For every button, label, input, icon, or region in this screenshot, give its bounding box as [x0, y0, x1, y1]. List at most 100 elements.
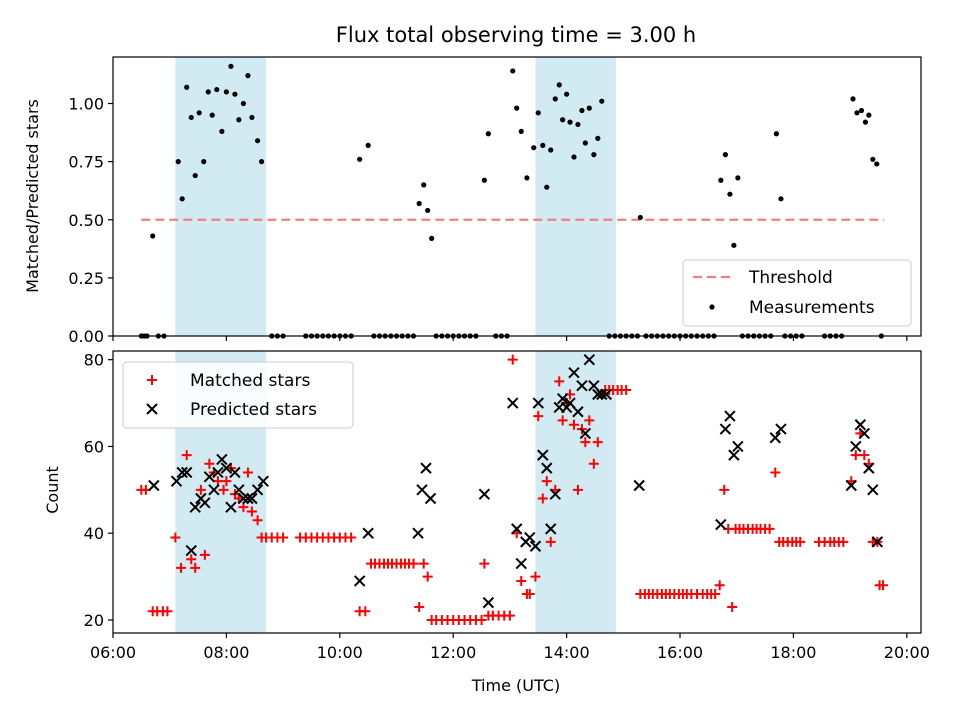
predicted-star-point	[208, 484, 220, 496]
matched-star-point	[479, 558, 490, 569]
predicted-star-point	[532, 397, 544, 409]
predicted-star-point	[233, 484, 245, 496]
predicted-star-point	[199, 497, 211, 509]
matched-star-point	[199, 549, 210, 560]
measurement-point	[548, 147, 554, 153]
top-y-tick-label: 1.00	[68, 95, 104, 114]
legend-matched-label: Matched stars	[190, 371, 310, 391]
predicted-star-point	[212, 466, 224, 479]
predicted-star-point	[600, 388, 613, 401]
predicted-star-point	[246, 492, 258, 505]
x-tick-label: 10:00	[317, 643, 363, 662]
measurement-point	[731, 242, 737, 248]
legend-predicted-swatch	[146, 403, 158, 415]
x-tick-label: 14:00	[544, 643, 590, 662]
matched-star-point	[504, 610, 515, 621]
measurement-point	[240, 100, 247, 107]
measurement-point	[214, 86, 220, 93]
measurement-point	[201, 159, 207, 165]
predicted-star-point	[583, 353, 596, 366]
matched-star-point	[186, 554, 197, 565]
matched-star-point	[592, 437, 603, 448]
measurement-point	[196, 110, 202, 116]
measurement-point	[637, 214, 643, 221]
predicted-star-point	[229, 466, 241, 479]
measurement-point	[556, 82, 562, 88]
matched-star-point	[714, 580, 725, 591]
matched-star-point	[346, 532, 357, 543]
predicted-star-point	[858, 427, 871, 440]
measurement-point	[192, 172, 198, 179]
predicted-star-point	[189, 501, 201, 513]
x-tick-label: 12:00	[430, 643, 476, 662]
top-y-tick-label: 0.25	[68, 269, 104, 288]
bottom-y-tick-label: 20	[84, 611, 104, 630]
measurement-point	[524, 175, 530, 181]
matched-star-point	[770, 467, 781, 478]
measurement-point	[586, 105, 592, 111]
matched-star-point	[572, 484, 583, 495]
predicted-star-point	[353, 575, 366, 587]
measurement-point	[365, 142, 371, 148]
measurement-point	[579, 107, 585, 114]
top-shaded-interval	[535, 57, 616, 336]
measurement-point	[595, 135, 601, 141]
measurement-point	[567, 119, 573, 125]
matched-star-point	[584, 415, 595, 426]
predicted-star-point	[549, 488, 561, 500]
legend-measurements-swatch	[709, 304, 715, 310]
predicted-star-point	[728, 449, 740, 461]
matched-star-point	[422, 571, 433, 582]
matched-star-point	[507, 354, 518, 365]
matched-star-point	[533, 411, 544, 422]
x-tick-label: 18:00	[770, 643, 816, 662]
measurement-point	[228, 63, 234, 69]
legend-predicted-label: Predicted stars	[190, 400, 317, 420]
bottom-legend-box	[122, 361, 354, 429]
measurement-point	[560, 117, 566, 123]
bottom-axes-frame	[112, 350, 922, 634]
predicted-star-point	[257, 475, 269, 487]
measurement-point	[735, 175, 741, 181]
measurement-point	[718, 177, 724, 183]
predicted-star-point	[251, 484, 264, 496]
predicted-star-point	[362, 527, 374, 539]
matched-star-point	[795, 536, 806, 547]
top-y-axis-label: Matched/Predicted stars	[23, 99, 42, 293]
matched-star-point	[195, 484, 206, 495]
predicted-star-point	[854, 419, 867, 431]
measurement-point	[209, 112, 215, 118]
legend-measurements-label: Measurements	[749, 298, 875, 318]
matched-star-point	[524, 588, 535, 599]
predicted-star-point	[237, 492, 250, 505]
matched-star-point	[414, 601, 425, 612]
matched-star-point	[850, 450, 861, 461]
predicted-star-point	[715, 518, 727, 531]
measurement-point	[518, 128, 524, 134]
predicted-star-point	[185, 544, 197, 557]
predicted-star-point	[181, 466, 193, 479]
bottom-panel: 20 40 60 80 06:00 08:00 10:00 12:00 14:00 16:00 18…	[84, 350, 930, 662]
predicted-star-point	[176, 466, 188, 479]
measurement-point	[416, 200, 422, 207]
matched-star-point	[408, 558, 419, 569]
measurement-point	[429, 235, 435, 241]
legend-matched-swatch	[147, 375, 157, 385]
top-y-tick-label: 0.50	[68, 211, 104, 230]
measurement-point	[245, 73, 251, 79]
x-axis-label: Time (UTC)	[471, 676, 560, 695]
predicted-star-point	[572, 406, 584, 418]
measurement-point	[425, 207, 431, 214]
matched-star-point	[568, 419, 579, 430]
predicted-star-point	[148, 479, 160, 492]
measurement-point	[175, 159, 181, 165]
matched-star-point	[588, 458, 599, 469]
predicted-star-point	[242, 492, 254, 505]
matched-star-point	[557, 415, 568, 426]
predicted-star-point	[220, 462, 233, 474]
measurement-point	[571, 154, 577, 160]
matched-star-point	[530, 571, 541, 582]
predicted-star-point	[541, 462, 553, 474]
predicted-star-point	[576, 380, 588, 392]
measurement-point	[219, 128, 225, 134]
